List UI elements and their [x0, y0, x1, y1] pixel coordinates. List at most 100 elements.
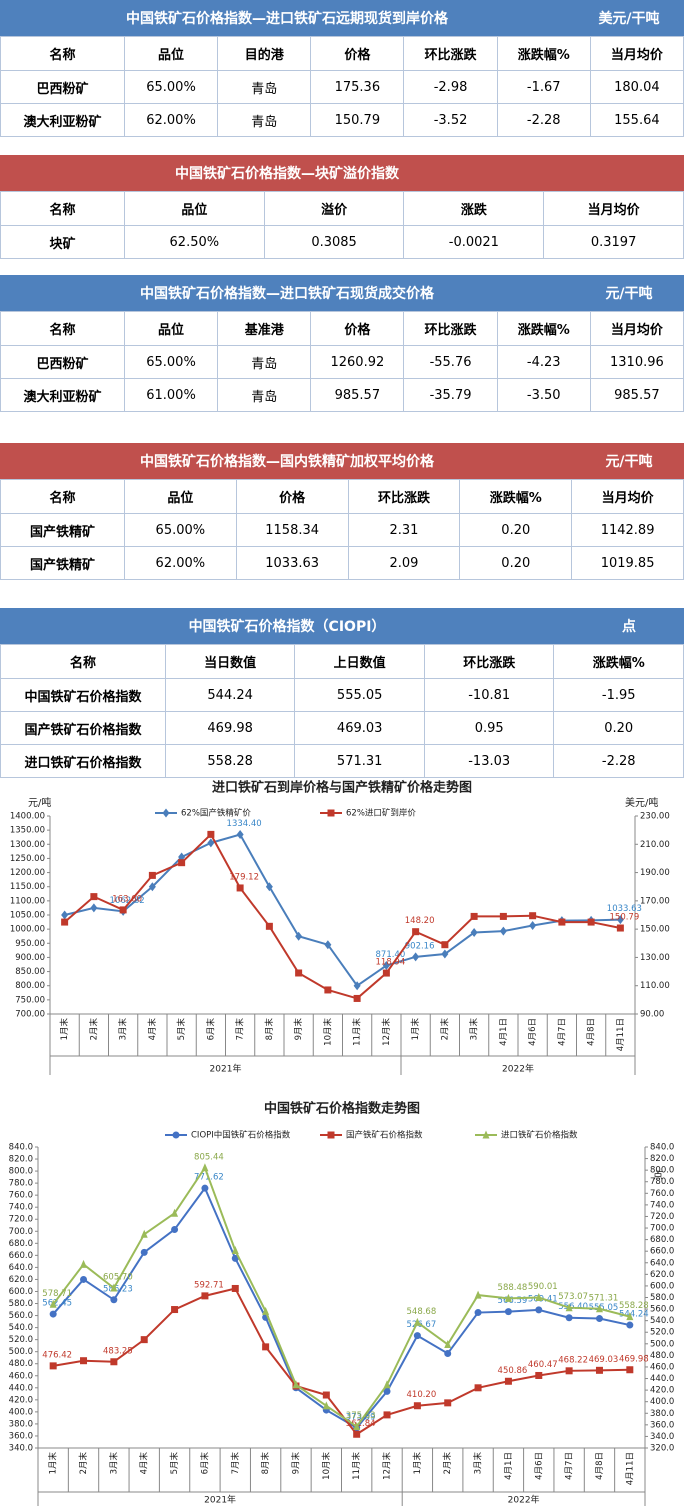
point	[80, 1275, 88, 1283]
point	[171, 1225, 179, 1233]
y-tick-label: 680.0	[9, 1239, 33, 1249]
x-tick-label: 6月末	[199, 1452, 210, 1475]
data-label: 163.60	[112, 894, 142, 904]
y2-tick-label: 110.00	[640, 981, 670, 991]
y2-tick-label: 230.00	[640, 812, 670, 822]
point	[412, 928, 420, 936]
table-cell: 558.28	[164, 744, 296, 778]
y-tick-label: 700.00	[15, 1010, 45, 1020]
y-tick-label: 340.0	[9, 1444, 33, 1454]
column-header: 涨跌幅%	[496, 311, 591, 346]
point	[626, 1366, 634, 1374]
point	[616, 915, 624, 925]
table-cell: -1.67	[496, 70, 591, 104]
column-header-row: 名称 品位 价格 环比涨跌 涨跌幅% 当月均价	[0, 479, 684, 514]
point	[383, 1387, 391, 1395]
y2-tick-label: 580.0	[650, 1293, 674, 1303]
legend-label: CIOPI中国铁矿石价格指数	[191, 1130, 291, 1141]
point	[444, 1399, 452, 1407]
table-cell: 块矿	[0, 225, 125, 259]
y2-tick-label: 340.0	[650, 1432, 674, 1442]
data-label: 590.01	[528, 1282, 558, 1292]
y2-tick-label: 400.0	[650, 1397, 674, 1407]
x-tick-label: 4月6日	[534, 1452, 544, 1480]
y-tick-label: 800.0	[9, 1167, 33, 1177]
x-group-label: 2022年	[502, 1063, 534, 1075]
table-unit: 点	[622, 619, 636, 635]
point	[565, 1314, 573, 1322]
table-cell: -4.23	[496, 345, 591, 379]
table-cell: -2.28	[553, 744, 684, 778]
table-cell: 65.00%	[123, 345, 219, 379]
x-group-label: 2021年	[210, 1063, 242, 1075]
data-label: 373.59	[346, 1412, 376, 1422]
table-unit: 美元/干吨	[598, 11, 660, 27]
table-cell: 1158.34	[235, 513, 349, 547]
point	[504, 1293, 512, 1302]
column-header-row: 名称 品位 溢价 涨跌 当月均价	[0, 191, 684, 226]
table-cell: 469.98	[164, 711, 296, 745]
point	[444, 1339, 452, 1348]
column-header: 当月均价	[543, 191, 684, 226]
data-label: 468.22	[558, 1355, 588, 1365]
column-header-row: 名称 品位 目的港 价格 环比涨跌 涨跌幅% 当月均价	[0, 36, 684, 71]
point	[201, 1292, 209, 1300]
x-tick-label: 1月末	[48, 1452, 59, 1475]
point	[295, 969, 303, 977]
column-header: 当月均价	[589, 311, 684, 346]
y2-tick-label: 700.0	[650, 1224, 674, 1234]
y2-tick-label: 210.00	[640, 840, 670, 850]
table-title: 中国铁矿石价格指数—块矿溢价指数	[175, 166, 399, 182]
data-label: 805.44	[194, 1152, 224, 1162]
y-tick-label: 1250.00	[10, 854, 45, 864]
y-tick-label: 580.0	[9, 1299, 33, 1309]
point	[80, 1357, 88, 1365]
x-tick-label: 7月末	[230, 1452, 241, 1475]
point	[236, 884, 244, 892]
x-tick-label: 12月末	[382, 1452, 393, 1480]
table-cell: 985.57	[310, 378, 405, 412]
x-tick-label: 9月末	[290, 1452, 301, 1475]
legend-label: 62%国产铁精矿价	[181, 808, 251, 819]
point	[265, 922, 273, 930]
y-tick-label: 1300.00	[10, 840, 45, 850]
table-cell: 0.20	[459, 546, 573, 580]
table: 名称 品位 目的港 价格 环比涨跌 涨跌幅% 当月均价 巴西粉矿 65.00% 青岛 175.36-…	[0, 36, 684, 137]
point	[595, 1315, 603, 1323]
table-cell: 150.79	[310, 103, 405, 137]
y2-tick-label: 150.00	[640, 925, 670, 935]
point	[49, 1299, 57, 1308]
y2-tick-label: 320.0	[650, 1444, 674, 1454]
point	[470, 912, 478, 920]
table-cell: 985.57	[589, 378, 684, 412]
x-tick-label: 3月末	[118, 1018, 129, 1041]
data-label: 450.86	[498, 1366, 528, 1376]
table-row: 巴西粉矿 65.00% 青岛 1260.92 -55.76 -4.23 1310.96	[0, 345, 684, 379]
table: 名称 品位 基准港 价格 环比涨跌 涨跌幅% 当月均价 巴西粉矿 65.00% 青岛 1260.92…	[0, 311, 684, 412]
point	[207, 838, 215, 848]
point	[535, 1292, 543, 1301]
table-cell: -2.98	[403, 70, 498, 104]
table-cell: 0.3197	[543, 225, 684, 259]
table-title: 中国铁矿石价格指数—进口铁矿石现货成交价格	[140, 286, 434, 302]
table-cell: 青岛	[217, 345, 312, 379]
table-cell: 2.31	[347, 513, 461, 547]
data-label: 460.47	[528, 1360, 558, 1370]
point	[292, 1380, 300, 1389]
y2-tick-label: 840.0	[650, 1143, 674, 1153]
table: 名称 品位 溢价 涨跌 当月均价 块矿 62.50% 0.3085 -0.0021 0.3197	[0, 191, 684, 259]
point	[231, 1284, 239, 1292]
data-label: 586.23	[103, 1284, 133, 1294]
data-label: 544.24	[619, 1310, 649, 1320]
table-row: 中国铁矿石价格指数 544.24 555.05 -10.81 -1.95	[0, 678, 684, 712]
data-label: 118.94	[376, 958, 406, 968]
column-header: 目的港	[217, 36, 312, 71]
table-block: 中国铁矿石价格指数—进口铁矿石远期现货到岸价格 美元/干吨 名称 品位 目的港 价格 环比涨…	[0, 0, 684, 137]
data-label: 592.71	[194, 1280, 224, 1290]
x-tick-label: 2月末	[88, 1018, 99, 1041]
point	[595, 1366, 603, 1374]
point	[201, 1163, 209, 1172]
y2-tick-label: 460.0	[650, 1362, 674, 1372]
table-cell: -35.79	[403, 378, 498, 412]
point	[61, 918, 69, 926]
